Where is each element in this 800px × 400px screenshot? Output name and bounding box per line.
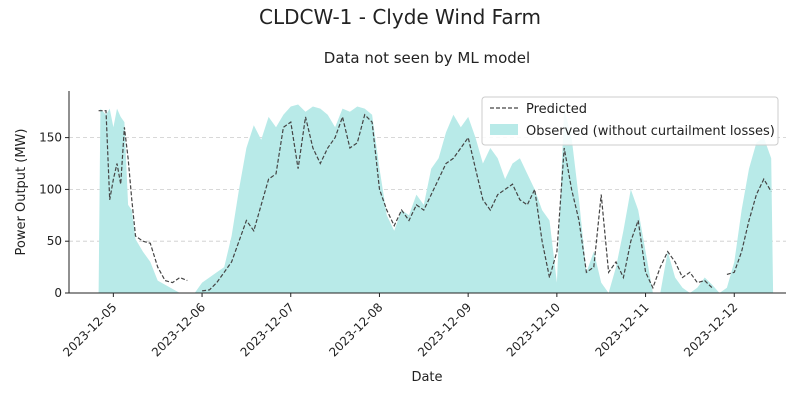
legend: Predicted Observed (without curtailment … [481, 96, 779, 146]
axes [68, 91, 786, 294]
y-tick-label: 100 [39, 182, 62, 196]
legend-predicted-label: Predicted [526, 102, 587, 117]
predicted-line [202, 113, 713, 292]
y-axis-label: Power Output (MW) [14, 129, 29, 256]
y-tick-label: 0 [54, 286, 62, 300]
x-tick-label: 2023-12-07 [238, 300, 297, 359]
legend-observed-label: Observed (without curtailment losses) [526, 124, 775, 139]
x-axis-label: Date [411, 370, 442, 385]
x-tick-label: 2023-12-08 [326, 300, 385, 359]
chart-subtitle: Data not seen by ML model [324, 49, 530, 67]
predicted-line-layer [98, 110, 772, 292]
y-ticks: 0 50 100 150 [39, 131, 69, 300]
x-tick-label: 2023-12-09 [415, 300, 474, 359]
x-tick-label: 2023-12-06 [149, 300, 208, 359]
observed-area-layer [98, 104, 774, 293]
legend-box [481, 96, 779, 146]
x-tick-label: 2023-12-10 [504, 300, 563, 359]
chart-title: CLDCW-1 - Clyde Wind Farm [259, 5, 541, 29]
x-tick-label: 2023-12-05 [60, 300, 119, 359]
legend-observed-swatch [490, 124, 518, 135]
observed-area [98, 104, 774, 293]
predicted-line [98, 110, 188, 284]
predicted-line [726, 177, 772, 275]
y-tick-label: 50 [47, 234, 62, 248]
x-tick-label: 2023-12-11 [592, 300, 651, 359]
x-ticks: 2023-12-05 2023-12-06 2023-12-07 2023-12-08… [60, 293, 740, 359]
y-tick-label: 150 [39, 131, 62, 145]
x-tick-label: 2023-12-12 [681, 300, 740, 359]
